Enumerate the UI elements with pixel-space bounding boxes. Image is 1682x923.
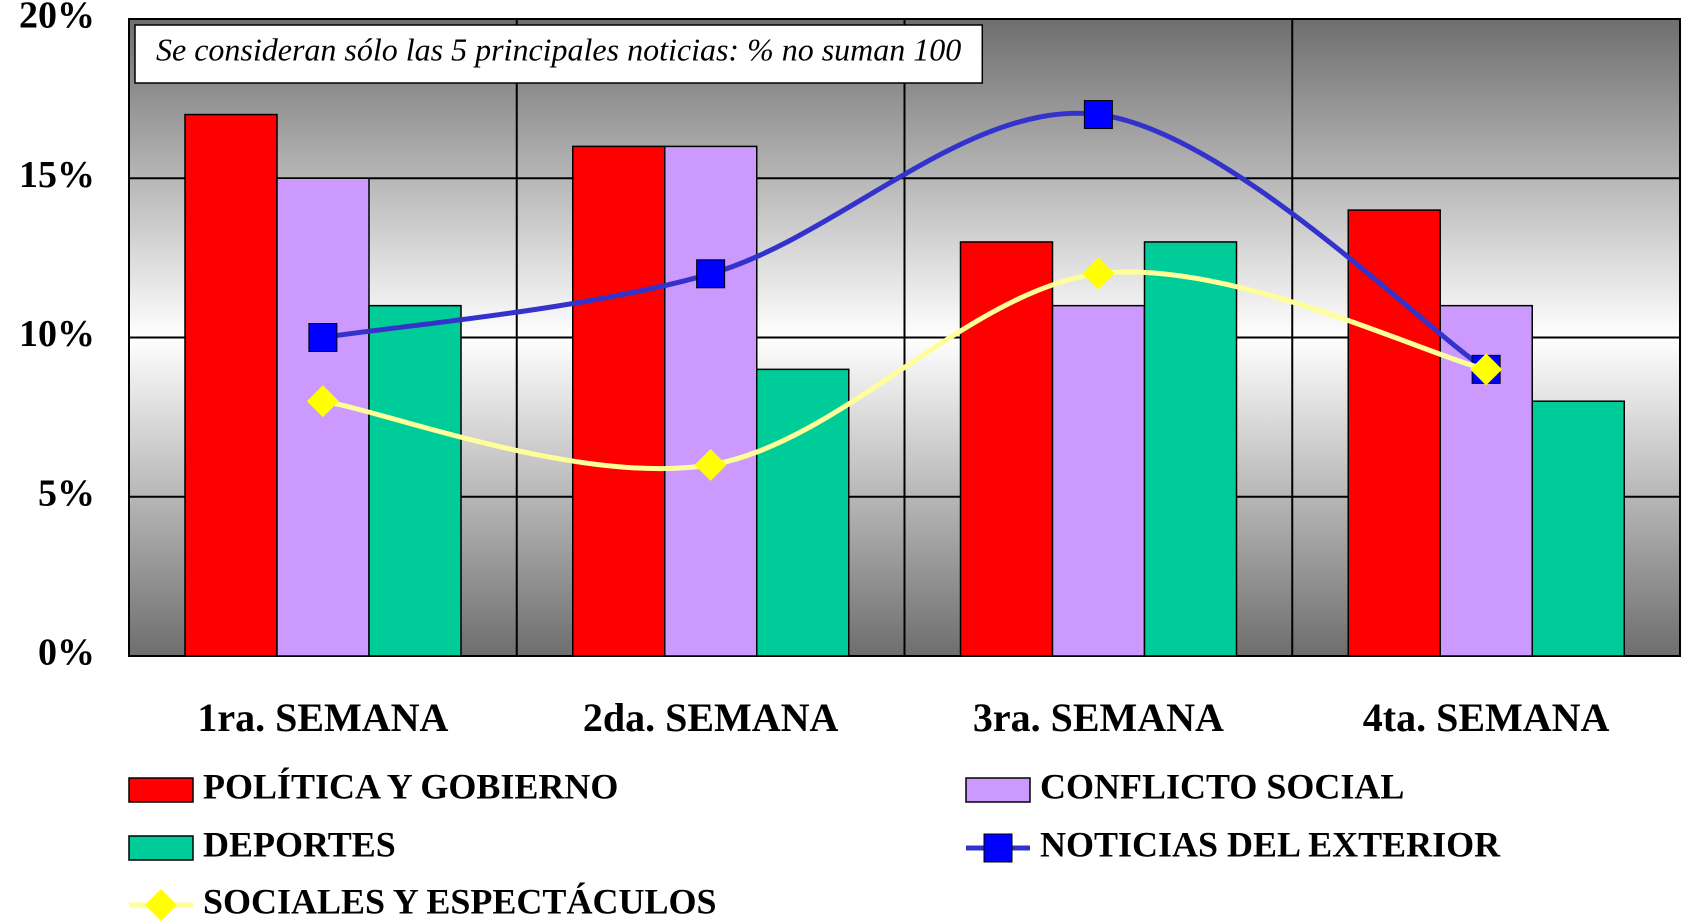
x-tick-label: 4ta. SEMANA	[1363, 695, 1610, 740]
y-tick-label: 5%	[38, 472, 95, 514]
bar	[1531, 400, 1625, 657]
line-marker	[696, 259, 726, 289]
line-marker	[1470, 353, 1503, 386]
legend-label: SOCIALES Y ESPECTÁCULOS	[203, 881, 716, 921]
line-marker	[694, 448, 727, 481]
bar	[184, 113, 278, 657]
line-marker	[1083, 100, 1113, 130]
x-tick-label: 2da. SEMANA	[583, 695, 839, 740]
annotation: Se consideran sólo las 5 principales not…	[156, 31, 961, 67]
line-marker	[145, 889, 177, 921]
bar	[756, 368, 850, 657]
line-marker	[1082, 257, 1115, 290]
bar	[959, 241, 1054, 657]
line-marker	[308, 323, 338, 352]
bar	[276, 177, 370, 657]
legend-swatch	[128, 777, 194, 803]
line	[322, 269, 1487, 472]
y-tick-label: 20%	[19, 0, 95, 37]
bar	[664, 145, 758, 657]
legend-label: NOTICIAS DEL EXTERIOR	[1040, 824, 1501, 864]
bar	[1051, 304, 1146, 657]
y-tick-label: 0%	[38, 632, 95, 674]
line	[322, 110, 1488, 372]
y-tick-label: 15%	[19, 154, 95, 196]
bar	[572, 145, 666, 657]
bar	[1143, 241, 1238, 657]
legend-swatch	[128, 835, 194, 861]
legend-label: POLÍTICA Y GOBIERNO	[203, 766, 618, 806]
bar	[1347, 209, 1441, 657]
legend-label: DEPORTES	[203, 824, 396, 864]
bar	[368, 304, 462, 657]
line-marker	[983, 833, 1013, 863]
x-tick-label: 1ra. SEMANA	[197, 695, 448, 740]
line-marker	[306, 385, 339, 418]
legend-swatch	[965, 777, 1031, 803]
y-tick-label: 10%	[19, 313, 95, 355]
legend-label: CONFLICTO SOCIAL	[1040, 766, 1404, 806]
x-tick-label: 3ra. SEMANA	[973, 695, 1224, 740]
annotation-box	[134, 24, 984, 84]
